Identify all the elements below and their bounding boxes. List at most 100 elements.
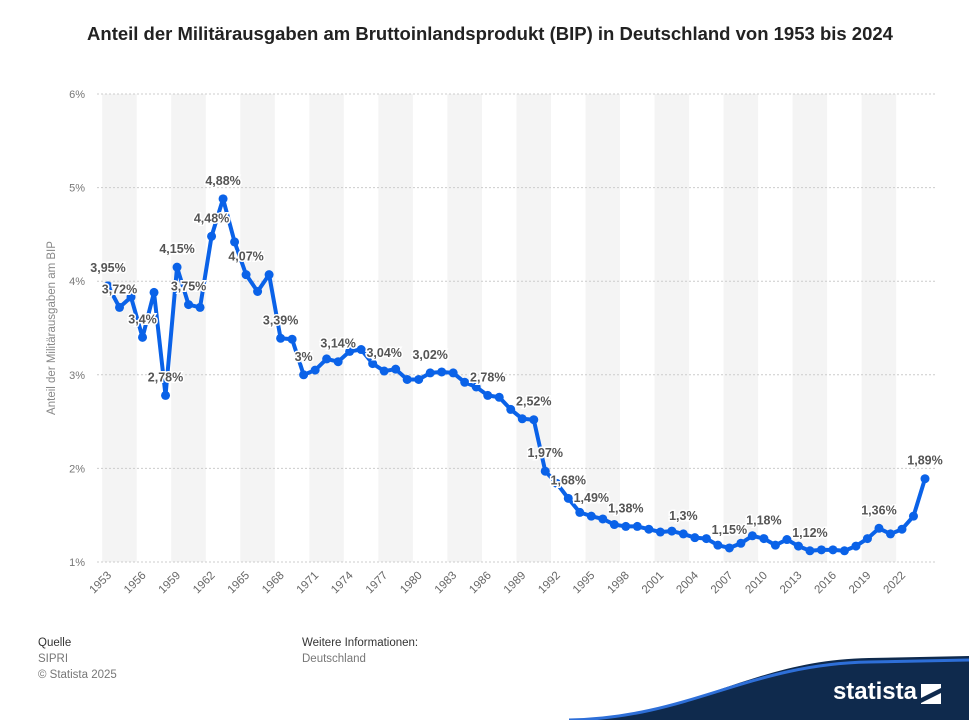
source-value[interactable]: SIPRI [38,653,69,665]
data-point [276,333,286,343]
data-point [517,414,527,424]
x-tick-label: 1989 [502,570,529,597]
data-point [138,332,148,342]
y-tick-label: 1% [69,557,85,569]
statista-logo[interactable]: statista [832,678,917,705]
y-tick-label: 2% [69,463,85,475]
data-point [172,262,182,272]
x-tick-label: 2016 [812,570,839,597]
x-tick-label: 1968 [260,570,287,597]
data-label: 1,97% [528,446,563,460]
x-tick-label: 2010 [743,570,770,597]
info-label: Weitere Informationen: [302,637,419,649]
data-point [885,529,895,539]
x-tick-label: 2022 [882,570,909,597]
data-label: 4,48% [194,211,229,225]
y-tick-label: 4% [69,276,85,288]
data-label: 4,15% [159,242,194,256]
data-point [483,390,493,400]
data-point [379,366,389,376]
x-tick-label: 1983 [433,570,460,597]
x-tick-label: 1998 [605,570,632,597]
data-point [874,523,884,533]
data-point [816,545,826,555]
data-point [299,370,309,380]
data-point [563,493,573,503]
data-point [851,541,861,551]
data-point [230,237,240,247]
data-point [667,526,677,536]
data-label: 1,68% [551,473,586,487]
data-point [575,507,585,517]
data-label: 4,07% [228,250,263,264]
x-tick-label: 1971 [295,570,322,597]
data-point [264,270,274,280]
data-point [529,415,539,425]
y-tick-label: 6% [69,89,85,101]
source-label: Quelle [38,637,72,649]
data-point [471,382,481,392]
data-point [195,302,205,312]
data-point [149,287,159,297]
x-tick-label: 2004 [674,569,701,596]
data-point [437,367,447,377]
data-point [218,194,228,204]
data-point [184,300,194,310]
data-label: 1,3% [669,509,698,523]
data-label: 4,88% [205,174,240,188]
data-point [920,474,930,484]
background-stripe [102,94,137,562]
data-point [391,364,401,374]
background-stripe [240,94,275,562]
data-label: 3,39% [263,313,298,327]
x-tick-label: 2013 [778,570,805,597]
x-tick-label: 1953 [88,570,115,597]
data-point [356,345,366,355]
data-label: 3,72% [102,282,137,296]
background-stripe [723,94,759,562]
data-point [494,392,504,402]
data-point [690,533,700,543]
data-point [828,545,838,555]
data-point [655,527,665,537]
data-point [552,478,562,488]
data-label: 2,78% [148,370,183,384]
background-stripe [309,94,344,562]
background-stripe [585,94,621,562]
x-tick-label: 1956 [122,570,149,597]
data-point [402,374,412,384]
data-point [506,404,516,414]
data-point [540,466,550,476]
data-point [425,368,435,378]
data-point [621,521,631,531]
background-stripe [654,94,690,562]
data-point [368,359,378,369]
data-label: 3,75% [171,280,206,294]
data-label: 1,12% [792,526,827,540]
data-point [793,541,803,551]
data-point [713,540,723,550]
data-label: 3,04% [366,346,401,360]
statista-logo-icon [921,684,941,704]
data-point [126,292,136,302]
data-point [207,231,217,241]
x-tick-label: 2007 [709,570,736,597]
data-label: 2,78% [470,370,505,384]
data-label: 1,36% [861,503,896,517]
data-point [839,546,849,556]
background-stripe [792,94,828,562]
data-point [782,535,792,545]
data-point [448,368,458,378]
data-point [287,334,297,344]
x-tick-label: 1992 [536,570,563,597]
x-tick-label: 1995 [571,570,598,597]
data-point [322,354,332,364]
x-tick-label: 1986 [467,570,494,597]
x-tick-label: 1974 [329,569,356,596]
data-label: 3,4% [128,312,157,326]
x-tick-label: 1965 [226,570,253,597]
data-point [632,521,642,531]
y-tick-label: 5% [69,183,85,195]
x-tick-label: 1962 [191,570,218,597]
